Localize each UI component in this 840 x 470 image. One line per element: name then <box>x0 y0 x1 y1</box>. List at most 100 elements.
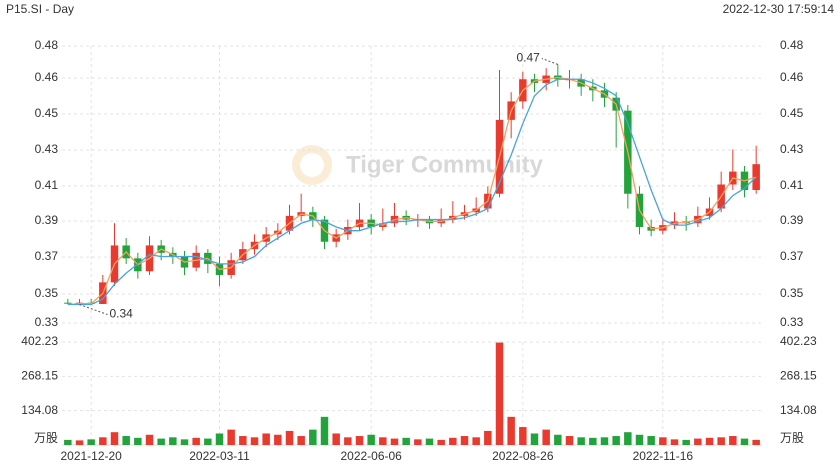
volume-bar <box>110 432 119 445</box>
y-tick-label-right: 402.23 <box>780 334 817 348</box>
volume-bar <box>647 436 655 445</box>
volume-bar <box>355 436 364 445</box>
x-tick-label: 2022-08-26 <box>492 449 554 463</box>
volume-bar <box>309 429 317 445</box>
y-tick-label-right: 268.15 <box>780 369 817 383</box>
y-tick-label-right: 0.41 <box>780 178 804 192</box>
y-tick-label-right: 0.48 <box>780 38 804 52</box>
y-tick-label-right: 0.37 <box>780 249 804 263</box>
y-tick-label-right: 0.33 <box>780 315 804 329</box>
volume-bar <box>122 436 130 445</box>
candle-body <box>64 302 72 304</box>
volume-bar <box>134 437 142 445</box>
volume-bar <box>670 439 679 445</box>
y-tick-label: 268.15 <box>21 369 58 383</box>
volume-bar <box>519 427 527 445</box>
volume-bar <box>729 436 737 445</box>
volume-bar <box>717 437 725 445</box>
volume-bar <box>682 439 690 445</box>
volume-bar <box>414 439 422 445</box>
volume-bar <box>75 440 84 445</box>
volume-bar <box>250 437 259 445</box>
volume-bar <box>390 438 399 445</box>
volume-bar <box>169 437 177 445</box>
volume-bar <box>460 436 469 445</box>
volume-bar <box>215 433 224 445</box>
volume-bar <box>285 430 294 445</box>
y-tick-label: 0.46 <box>35 70 59 84</box>
volume-bar <box>449 437 457 445</box>
volume-bar <box>530 433 539 445</box>
x-tick-label: 2022-11-16 <box>633 449 694 463</box>
y-tick-label: 134.08 <box>21 403 58 417</box>
y-tick-label: 0.45 <box>35 106 59 120</box>
moving-average <box>67 76 757 306</box>
volume-bar <box>600 437 609 445</box>
volume-bar <box>239 436 247 445</box>
volume-bar <box>472 437 480 445</box>
volume-bar <box>157 438 165 445</box>
volume-bar <box>64 439 72 445</box>
timestamp: 2022-12-30 17:59:14 <box>723 2 835 16</box>
volume-bar <box>507 416 515 445</box>
volume-bar <box>320 416 329 445</box>
annotation-leader <box>79 304 108 316</box>
volume-bar <box>589 437 597 445</box>
y-tick-label: 0.43 <box>35 142 59 156</box>
y-tick-label: 402.23 <box>21 334 58 348</box>
x-tick-label: 2021-12-20 <box>60 449 122 463</box>
volume-bar <box>612 436 620 445</box>
annotation: 0.34 <box>110 307 134 321</box>
moving-average <box>67 78 757 306</box>
volume-bar <box>694 438 702 445</box>
volume-bar <box>192 437 200 445</box>
annotation: 0.47 <box>516 51 540 65</box>
y-tick-label-right: 0.46 <box>780 70 804 84</box>
volume-bar <box>227 429 235 445</box>
volume-bar <box>484 430 492 445</box>
annotation-leader <box>541 57 559 65</box>
y-tick-label-right: 0.39 <box>780 213 804 227</box>
x-tick-label: 2022-03-11 <box>189 449 250 463</box>
volume-bar <box>635 434 644 445</box>
volume-bar <box>752 439 760 445</box>
y-tick-label: 0.41 <box>35 178 59 192</box>
y-tick-label-right: 0.43 <box>780 142 804 156</box>
x-tick-label: 2022-06-06 <box>340 449 402 463</box>
y-tick-label: 0.39 <box>35 213 59 227</box>
volume-bar <box>87 439 95 445</box>
y-tick-label: 0.37 <box>35 249 59 263</box>
volume-bar <box>367 434 375 445</box>
volume-bar <box>262 433 270 445</box>
y-tick-label: 0.33 <box>35 315 59 329</box>
y-tick-label-right: 134.08 <box>780 403 817 417</box>
volume-bar <box>99 437 107 445</box>
volume-bar <box>624 432 632 445</box>
volume-bar <box>297 436 305 445</box>
y-tick-label-right: 0.45 <box>780 106 804 120</box>
volume-bar <box>542 429 550 445</box>
volume-bar <box>344 437 352 445</box>
volume-bar <box>554 434 562 445</box>
volume-bar <box>705 437 714 445</box>
volume-bar <box>379 437 387 445</box>
volume-bar <box>577 437 585 445</box>
chart-title: P15.SI - Day <box>6 2 74 16</box>
volume-bar <box>145 434 154 445</box>
volume-bar <box>437 439 445 445</box>
volume-bar <box>204 438 212 445</box>
volume-bar <box>402 437 410 445</box>
volume-unit-right: 万股 <box>780 431 804 445</box>
volume-bar <box>740 438 749 445</box>
volume-bar <box>495 342 504 445</box>
volume-bar <box>180 439 189 445</box>
y-tick-label: 0.35 <box>35 286 59 300</box>
volume-bar <box>332 433 340 445</box>
y-tick-label-right: 0.35 <box>780 286 804 300</box>
volume-bar <box>659 437 667 445</box>
volume-unit: 万股 <box>34 431 58 445</box>
volume-bar <box>565 436 574 445</box>
volume-bar <box>274 434 282 445</box>
volume-bar <box>425 438 434 445</box>
